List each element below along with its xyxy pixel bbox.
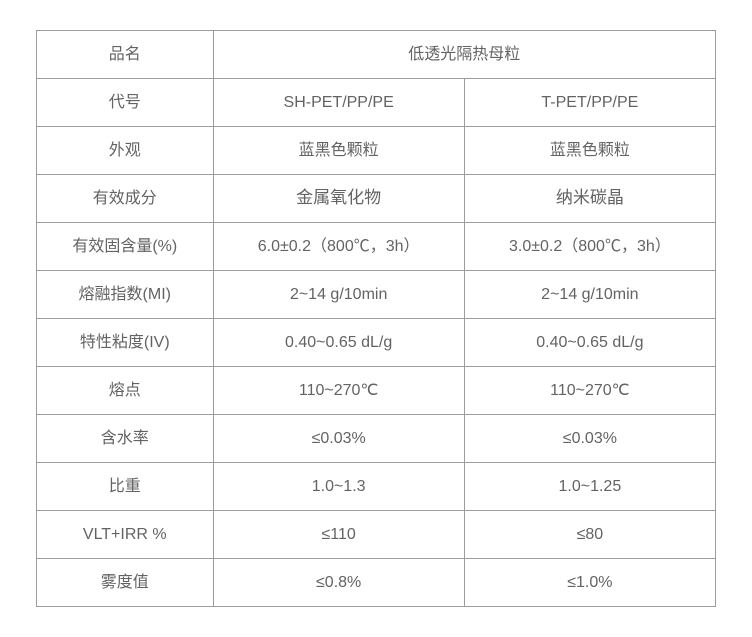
- table-row: 熔融指数(MI) 2~14 g/10min 2~14 g/10min: [37, 271, 716, 319]
- row-col2: ≤80: [464, 511, 715, 559]
- row-label: 含水率: [37, 415, 214, 463]
- table-row: 有效成分 金属氧化物 纳米碳晶: [37, 175, 716, 223]
- header-product-name: 低透光隔热母粒: [213, 31, 715, 79]
- row-col1: 6.0±0.2（800℃，3h）: [213, 223, 464, 271]
- row-label: 代号: [37, 79, 214, 127]
- row-label: 有效成分: [37, 175, 214, 223]
- row-col1: 0.40~0.65 dL/g: [213, 319, 464, 367]
- spec-table: 品名 低透光隔热母粒 代号 SH-PET/PP/PE T-PET/PP/PE 外…: [36, 30, 716, 607]
- row-col1: ≤0.8%: [213, 559, 464, 607]
- row-col2: 纳米碳晶: [464, 175, 715, 223]
- table-header-row: 品名 低透光隔热母粒: [37, 31, 716, 79]
- row-col2: 2~14 g/10min: [464, 271, 715, 319]
- row-col2: 蓝黑色颗粒: [464, 127, 715, 175]
- row-col2: T-PET/PP/PE: [464, 79, 715, 127]
- row-col2: 110~270℃: [464, 367, 715, 415]
- row-label: 特性粘度(IV): [37, 319, 214, 367]
- row-label: 熔融指数(MI): [37, 271, 214, 319]
- row-col1: SH-PET/PP/PE: [213, 79, 464, 127]
- row-label: 有效固含量(%): [37, 223, 214, 271]
- row-col2: ≤1.0%: [464, 559, 715, 607]
- table-row: 外观 蓝黑色颗粒 蓝黑色颗粒: [37, 127, 716, 175]
- row-col2: 3.0±0.2（800℃，3h）: [464, 223, 715, 271]
- table-row: 雾度值 ≤0.8% ≤1.0%: [37, 559, 716, 607]
- table-row: 含水率 ≤0.03% ≤0.03%: [37, 415, 716, 463]
- row-col1: 2~14 g/10min: [213, 271, 464, 319]
- row-col1: 1.0~1.3: [213, 463, 464, 511]
- table-row: 比重 1.0~1.3 1.0~1.25: [37, 463, 716, 511]
- row-col2: 0.40~0.65 dL/g: [464, 319, 715, 367]
- row-label: 比重: [37, 463, 214, 511]
- table-row: VLT+IRR % ≤110 ≤80: [37, 511, 716, 559]
- row-col1: ≤0.03%: [213, 415, 464, 463]
- row-label: VLT+IRR %: [37, 511, 214, 559]
- table-body: 品名 低透光隔热母粒 代号 SH-PET/PP/PE T-PET/PP/PE 外…: [37, 31, 716, 607]
- row-col1: 蓝黑色颗粒: [213, 127, 464, 175]
- row-col1: ≤110: [213, 511, 464, 559]
- row-label: 熔点: [37, 367, 214, 415]
- row-label: 外观: [37, 127, 214, 175]
- row-col1: 金属氧化物: [213, 175, 464, 223]
- table-row: 代号 SH-PET/PP/PE T-PET/PP/PE: [37, 79, 716, 127]
- table-row: 有效固含量(%) 6.0±0.2（800℃，3h） 3.0±0.2（800℃，3…: [37, 223, 716, 271]
- row-col2: 1.0~1.25: [464, 463, 715, 511]
- table-row: 特性粘度(IV) 0.40~0.65 dL/g 0.40~0.65 dL/g: [37, 319, 716, 367]
- row-col2: ≤0.03%: [464, 415, 715, 463]
- row-col1: 110~270℃: [213, 367, 464, 415]
- table-row: 熔点 110~270℃ 110~270℃: [37, 367, 716, 415]
- row-label: 雾度值: [37, 559, 214, 607]
- header-label-name: 品名: [37, 31, 214, 79]
